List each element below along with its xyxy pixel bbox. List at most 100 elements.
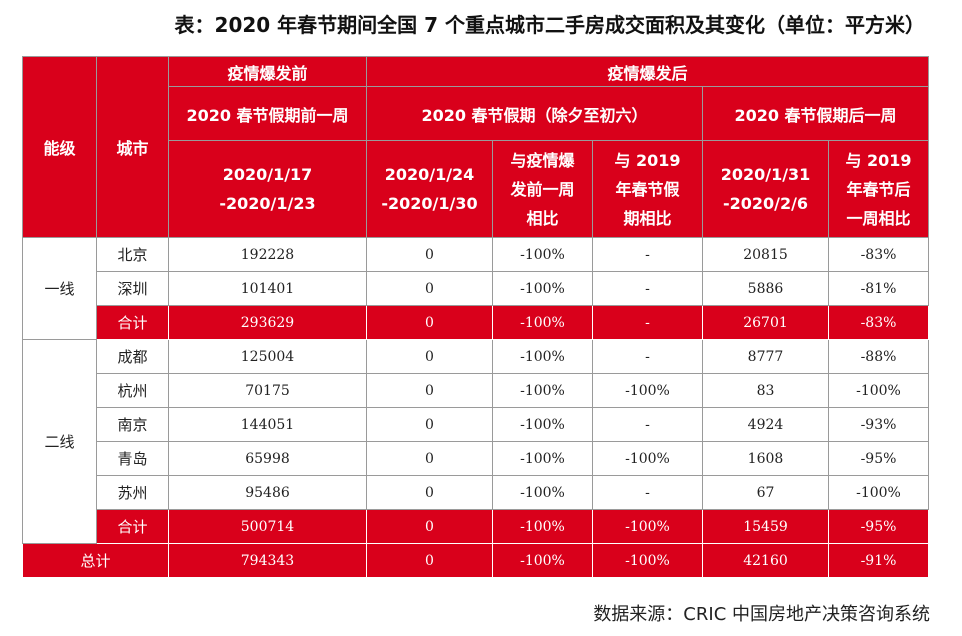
subtotal-row: 合计 293629 0 -100% - 26701 -83% — [23, 305, 929, 340]
header-col-before-dates-line1: 2020/1/17 — [222, 165, 313, 184]
holiday-cell: 0 — [366, 237, 493, 272]
holiday-cell: 0 — [366, 475, 493, 510]
header-col-vs-before-line2: 发前一周 — [510, 179, 575, 199]
header-col-before-dates: 2020/1/17 -2020/1/23 — [168, 140, 367, 238]
table-row: 深圳 101401 0 -100% - 5886 -81% — [23, 271, 929, 306]
vs-2019-after-cell: -91% — [828, 543, 929, 578]
holiday-cell: 0 — [366, 305, 493, 340]
city-cell: 杭州 — [96, 373, 169, 408]
subtotal-row: 合计 500714 0 -100% -100% 15459 -95% — [23, 509, 929, 544]
vs-before-cell: -100% — [492, 475, 593, 510]
header-week-before: 2020 春节假期前一周 — [168, 86, 367, 141]
vs-before-cell: -100% — [492, 373, 593, 408]
header-col-vs-before: 与疫情爆 发前一周 相比 — [492, 140, 593, 238]
vs-before-cell: -100% — [492, 339, 593, 374]
housing-transactions-table: 能级 城市 疫情爆发前 疫情爆发后 2020 春节假期前一周 2020 春节假期… — [22, 56, 929, 578]
city-cell: 南京 — [96, 407, 169, 442]
header-col-after-dates: 2020/1/31 -2020/2/6 — [702, 140, 829, 238]
vs-2019-after-cell: -93% — [828, 407, 929, 442]
header-col-holiday-dates-line2: -2020/1/30 — [381, 194, 478, 213]
after-cell: 83 — [702, 373, 829, 408]
vs-2019-after-cell: -83% — [828, 237, 929, 272]
vs-2019-after-cell: -81% — [828, 271, 929, 306]
city-cell: 成都 — [96, 339, 169, 374]
before-cell: 65998 — [168, 441, 367, 476]
holiday-cell: 0 — [366, 407, 493, 442]
table-row: 一线 北京 192228 0 -100% - 20815 -83% — [22, 237, 929, 340]
after-cell: 1608 — [702, 441, 829, 476]
grand-total-row: 总计 794343 0 -100% -100% 42160 -91% — [22, 543, 929, 578]
header-week-after: 2020 春节假期后一周 — [702, 86, 929, 141]
data-source-note: 数据来源：CRIC 中国房地产决策咨询系统 — [593, 604, 930, 625]
header-col-vs-2019-after-line1: 与 2019 — [845, 150, 912, 170]
city-cell: 苏州 — [96, 475, 169, 510]
header-col-after-dates-line2: -2020/2/6 — [722, 194, 809, 213]
before-cell: 101401 — [168, 271, 367, 306]
before-cell: 500714 — [168, 509, 367, 544]
grand-total-label: 总计 — [22, 543, 169, 578]
holiday-cell: 0 — [366, 271, 493, 306]
vs-2019-after-cell: -83% — [828, 305, 929, 340]
before-cell: 70175 — [168, 373, 367, 408]
city-cell: 青岛 — [96, 441, 169, 476]
before-cell: 192228 — [168, 237, 367, 272]
header-col-vs-2019-after-line2: 年春节后 — [846, 179, 911, 199]
holiday-cell: 0 — [366, 373, 493, 408]
holiday-cell: 0 — [366, 543, 493, 578]
header-col-holiday-dates: 2020/1/24 -2020/1/30 — [366, 140, 493, 238]
header-holiday: 2020 春节假期（除夕至初六） — [366, 86, 703, 141]
table-row: 南京 144051 0 -100% - 4924 -93% — [23, 407, 929, 442]
vs-2019-cell: - — [592, 475, 703, 510]
vs-2019-cell: -100% — [592, 441, 703, 476]
header-col-vs-2019-holiday-line1: 与 2019 — [614, 150, 681, 170]
vs-2019-after-cell: -95% — [828, 441, 929, 476]
holiday-cell: 0 — [366, 441, 493, 476]
vs-2019-cell: -100% — [592, 543, 703, 578]
vs-2019-cell: - — [592, 237, 703, 272]
vs-before-cell: -100% — [492, 237, 593, 272]
vs-2019-after-cell: -95% — [828, 509, 929, 544]
city-cell: 北京 — [96, 237, 169, 272]
header-col-vs-2019-after: 与 2019 年春节后 一周相比 — [828, 140, 929, 238]
table-row: 青岛 65998 0 -100% -100% 1608 -95% — [23, 441, 929, 476]
before-cell: 125004 — [168, 339, 367, 374]
before-cell: 293629 — [168, 305, 367, 340]
city-cell: 合计 — [96, 305, 169, 340]
after-cell: 67 — [702, 475, 829, 510]
header-col-vs-before-line1: 与疫情爆 — [510, 150, 575, 170]
vs-2019-after-cell: -100% — [828, 373, 929, 408]
vs-2019-cell: - — [592, 271, 703, 306]
vs-2019-after-cell: -88% — [828, 339, 929, 374]
before-cell: 95486 — [168, 475, 367, 510]
holiday-cell: 0 — [366, 509, 493, 544]
header-col-vs-2019-after-line3: 一周相比 — [846, 208, 911, 228]
after-cell: 5886 — [702, 271, 829, 306]
tier-label-2: 二线 — [22, 339, 97, 544]
header-col-holiday-dates-line1: 2020/1/24 — [384, 165, 475, 184]
header-col-vs-2019-holiday-line2: 年春节假 — [615, 179, 680, 199]
header-col-after-dates-line1: 2020/1/31 — [720, 165, 811, 184]
header-before-outbreak: 疫情爆发前 — [168, 56, 367, 87]
vs-before-cell: -100% — [492, 407, 593, 442]
before-cell: 144051 — [168, 407, 367, 442]
after-cell: 20815 — [702, 237, 829, 272]
before-cell: 794343 — [168, 543, 367, 578]
table-title: 表：2020 年春节期间全国 7 个重点城市二手房成交面积及其变化（单位：平方米… — [174, 13, 925, 37]
vs-2019-cell: - — [592, 407, 703, 442]
table-row: 苏州 95486 0 -100% - 67 -100% — [23, 475, 929, 510]
vs-2019-cell: - — [592, 339, 703, 374]
city-cell: 合计 — [96, 509, 169, 544]
header-city: 城市 — [96, 56, 169, 238]
vs-before-cell: -100% — [492, 543, 593, 578]
after-cell: 26701 — [702, 305, 829, 340]
after-cell: 15459 — [702, 509, 829, 544]
header-after-outbreak: 疫情爆发后 — [366, 56, 929, 87]
header-col-vs-2019-holiday: 与 2019 年春节假 期相比 — [592, 140, 703, 238]
tier-label-1: 一线 — [22, 237, 97, 340]
header-col-before-dates-line2: -2020/1/23 — [219, 194, 316, 213]
header-col-vs-before-line3: 相比 — [526, 208, 559, 228]
vs-before-cell: -100% — [492, 305, 593, 340]
header-tier: 能级 — [22, 56, 97, 238]
vs-2019-cell: - — [592, 305, 703, 340]
city-cell: 深圳 — [96, 271, 169, 306]
